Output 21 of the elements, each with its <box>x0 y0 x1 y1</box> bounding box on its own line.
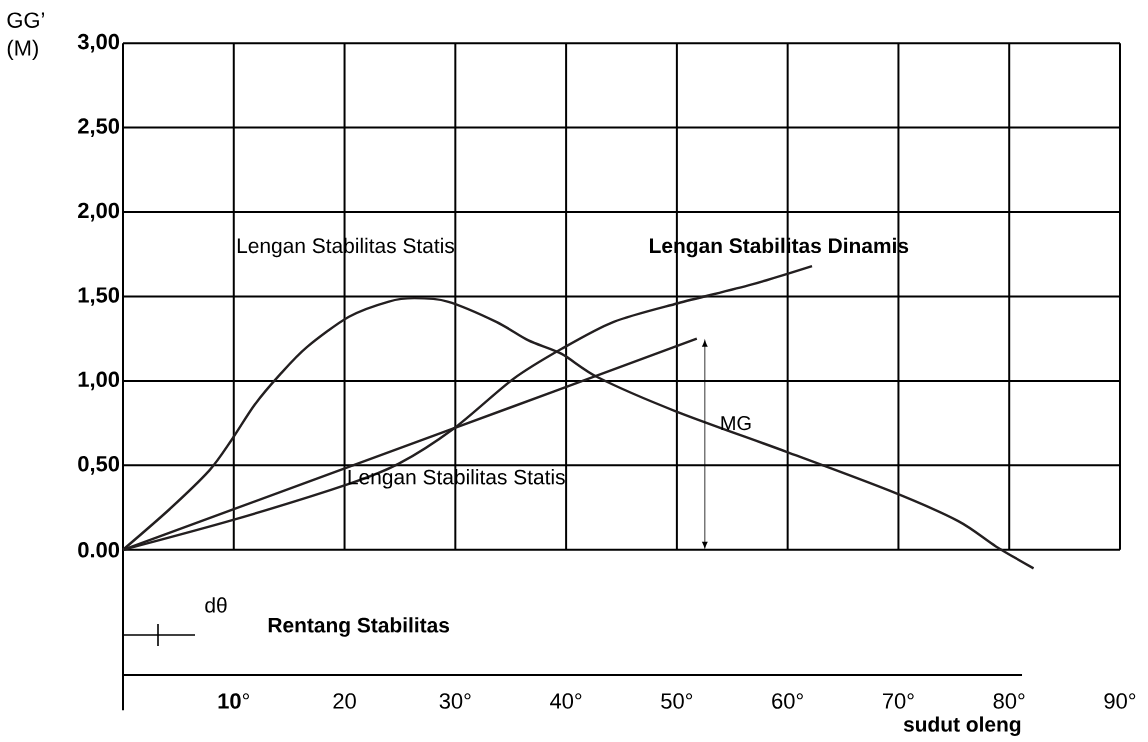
x-tick-label: 30° <box>439 693 471 709</box>
x-tick-label: 20 <box>333 693 356 709</box>
annotation: MG <box>721 416 751 431</box>
x-tick-label: 90° <box>1104 693 1136 709</box>
x-tick-label: 70° <box>882 693 914 709</box>
x-tick-label: 60° <box>772 693 803 709</box>
x-tick-label: 40° <box>550 693 582 709</box>
y-tick-label: 0.00 <box>78 542 120 558</box>
y-tick-label: 2,00 <box>78 202 120 222</box>
y-tick-label: 2,50 <box>78 118 120 137</box>
y-tick-label: 3,00 <box>77 33 120 53</box>
y-tick-label: 1,50 <box>78 287 120 306</box>
annotation: dθ <box>205 597 227 613</box>
x-axis-title: sudut oleng <box>903 716 1021 736</box>
y-axis-title: GG’ (M) <box>7 12 44 61</box>
x-tick-label: 10° <box>218 693 250 709</box>
x-tick-label: 80° <box>993 693 1025 709</box>
y-tick-label: 1,00 <box>78 371 120 391</box>
y-tick-label: 0,50 <box>78 456 120 475</box>
annotation: Rentang Stabilitas <box>268 617 450 637</box>
x-tick-label: 50° <box>661 693 693 709</box>
